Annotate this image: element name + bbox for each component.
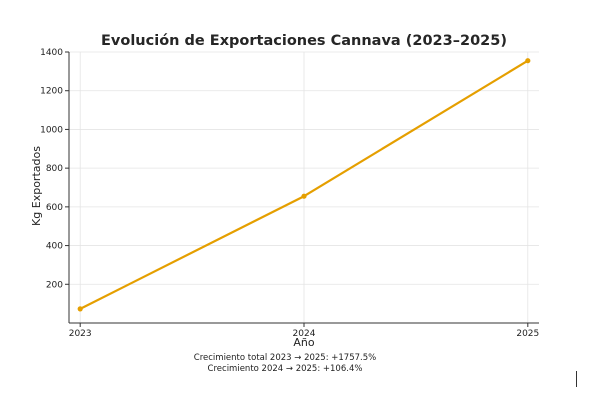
y-tick-label: 1000 — [40, 125, 63, 135]
y-tick-label: 1400 — [40, 48, 63, 58]
y-tick-label: 800 — [46, 164, 63, 174]
series-layer — [77, 58, 531, 312]
data-point — [77, 306, 83, 312]
y-axis-label: Kg Exportados — [30, 146, 43, 226]
chart-title: Evolución de Exportaciones Cannava (2023… — [101, 33, 507, 49]
x-tick-label: 2025 — [516, 329, 539, 339]
grid — [69, 51, 539, 323]
y-tick-label: 200 — [46, 280, 63, 290]
data-point — [301, 193, 307, 199]
y-tick-label: 1200 — [40, 87, 63, 97]
x-axis-label: Año — [293, 336, 314, 349]
text-cursor — [576, 371, 577, 387]
data-point — [525, 58, 531, 64]
x-tick-label: 2024 — [293, 329, 316, 339]
y-tick-label: 400 — [46, 242, 63, 252]
growth-2024-2025-note: Crecimiento 2024 → 2025: +106.4% — [207, 364, 363, 374]
growth-total-note: Crecimiento total 2023 → 2025: +1757.5% — [193, 353, 377, 363]
x-tick-label: 2023 — [69, 329, 92, 339]
axes: 200 400 600 800 1000 1200 1400 2023 2024 2025 — [40, 48, 539, 339]
y-tick-label: 600 — [46, 203, 63, 213]
